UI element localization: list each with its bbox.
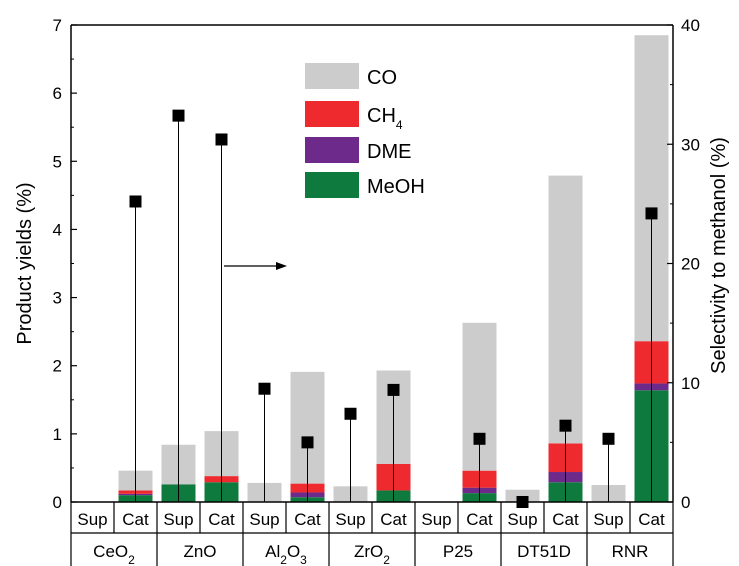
group-label-6-part: RNR xyxy=(612,542,649,561)
group-label-5: DT51D xyxy=(517,542,571,561)
group-label-0-part: CeO xyxy=(93,542,128,561)
selectivity-marker-5 xyxy=(301,436,314,449)
y-tick-label-6: 6 xyxy=(53,84,62,103)
bar-co-11 xyxy=(548,175,583,444)
category-label-0: Sup xyxy=(77,510,107,529)
group-label-0: CeO2 xyxy=(93,542,135,566)
category-label-11: Cat xyxy=(552,510,579,529)
category-label-13: Cat xyxy=(638,510,665,529)
group-label-3-part: ZrO xyxy=(354,542,383,561)
y-tick-label-7: 7 xyxy=(53,16,62,35)
selectivity-marker-7 xyxy=(387,383,400,396)
group-label-3: ZrO2 xyxy=(354,542,390,566)
group-label-6: RNR xyxy=(612,542,649,561)
group-label-1-part: ZnO xyxy=(183,542,216,561)
y2-tick-label-0: 0 xyxy=(681,493,690,512)
selectivity-marker-1 xyxy=(129,195,142,208)
group-label-1: ZnO xyxy=(183,542,216,561)
y-tick-label-2: 2 xyxy=(53,357,62,376)
category-label-9: Cat xyxy=(466,510,493,529)
legend-swatch-ch4 xyxy=(305,101,359,127)
legend-swatch-meoh xyxy=(305,172,359,198)
selectivity-marker-13 xyxy=(645,207,658,220)
legend-label-meoh-part: MeOH xyxy=(367,176,425,198)
category-label-7: Cat xyxy=(380,510,407,529)
selectivity-marker-11 xyxy=(559,419,572,432)
y-tick-label-1: 1 xyxy=(53,425,62,444)
group-label-5-part: DT51D xyxy=(517,542,571,561)
category-label-10: Sup xyxy=(507,510,537,529)
legend-label-meoh: MeOH xyxy=(367,176,425,198)
category-label-5: Cat xyxy=(294,510,321,529)
group-label-2: Al2O3 xyxy=(265,542,307,566)
annotation-arrow-head xyxy=(276,262,287,270)
category-label-3: Cat xyxy=(208,510,235,529)
category-label-2: Sup xyxy=(163,510,193,529)
category-label-12: Sup xyxy=(593,510,623,529)
selectivity-marker-4 xyxy=(258,382,271,395)
group-label-2-sub: 3 xyxy=(300,553,307,566)
group-label-2-sub: 2 xyxy=(280,553,287,566)
y-axis-title: Product yields (%) xyxy=(14,182,36,344)
legend-swatch-dme xyxy=(305,137,359,163)
y2-tick-label-3: 30 xyxy=(681,135,700,154)
legend-label-co-part: CO xyxy=(367,67,397,89)
selectivity-marker-3 xyxy=(215,133,228,146)
category-label-8: Sup xyxy=(421,510,451,529)
legend-label-dme: DME xyxy=(367,141,411,163)
y-tick-label-3: 3 xyxy=(53,289,62,308)
y2-axis-title: Selectivity to methanol (%) xyxy=(708,137,730,374)
group-label-3-sub: 2 xyxy=(383,553,390,566)
selectivity-marker-12 xyxy=(602,432,615,445)
category-label-4: Sup xyxy=(249,510,279,529)
group-label-2-part: O xyxy=(287,542,300,561)
y-tick-label-5: 5 xyxy=(53,152,62,171)
legend-label-ch4-sub: 4 xyxy=(396,118,403,132)
legend-swatch-co xyxy=(305,63,359,89)
group-label-0-sub: 2 xyxy=(128,553,135,566)
category-label-6: Sup xyxy=(335,510,365,529)
legend-label-co: CO xyxy=(367,67,397,89)
legend-label-ch4: CH4 xyxy=(367,105,403,132)
legend-label-dme-part: DME xyxy=(367,141,411,163)
legend-label-ch4-part: CH xyxy=(367,105,396,127)
selectivity-marker-6 xyxy=(344,407,357,420)
bar-co-10 xyxy=(505,489,540,502)
group-label-4: P25 xyxy=(443,542,473,561)
y-tick-label-0: 0 xyxy=(53,493,62,512)
selectivity-marker-2 xyxy=(172,109,185,122)
category-label-1: Cat xyxy=(122,510,149,529)
y-tick-label-4: 4 xyxy=(53,220,62,239)
selectivity-marker-9 xyxy=(473,432,486,445)
group-label-2-part: Al xyxy=(265,542,280,561)
y2-tick-label-4: 40 xyxy=(681,16,700,35)
y2-tick-label-2: 20 xyxy=(681,255,700,274)
group-label-4-part: P25 xyxy=(443,542,473,561)
y2-tick-label-1: 10 xyxy=(681,374,700,393)
